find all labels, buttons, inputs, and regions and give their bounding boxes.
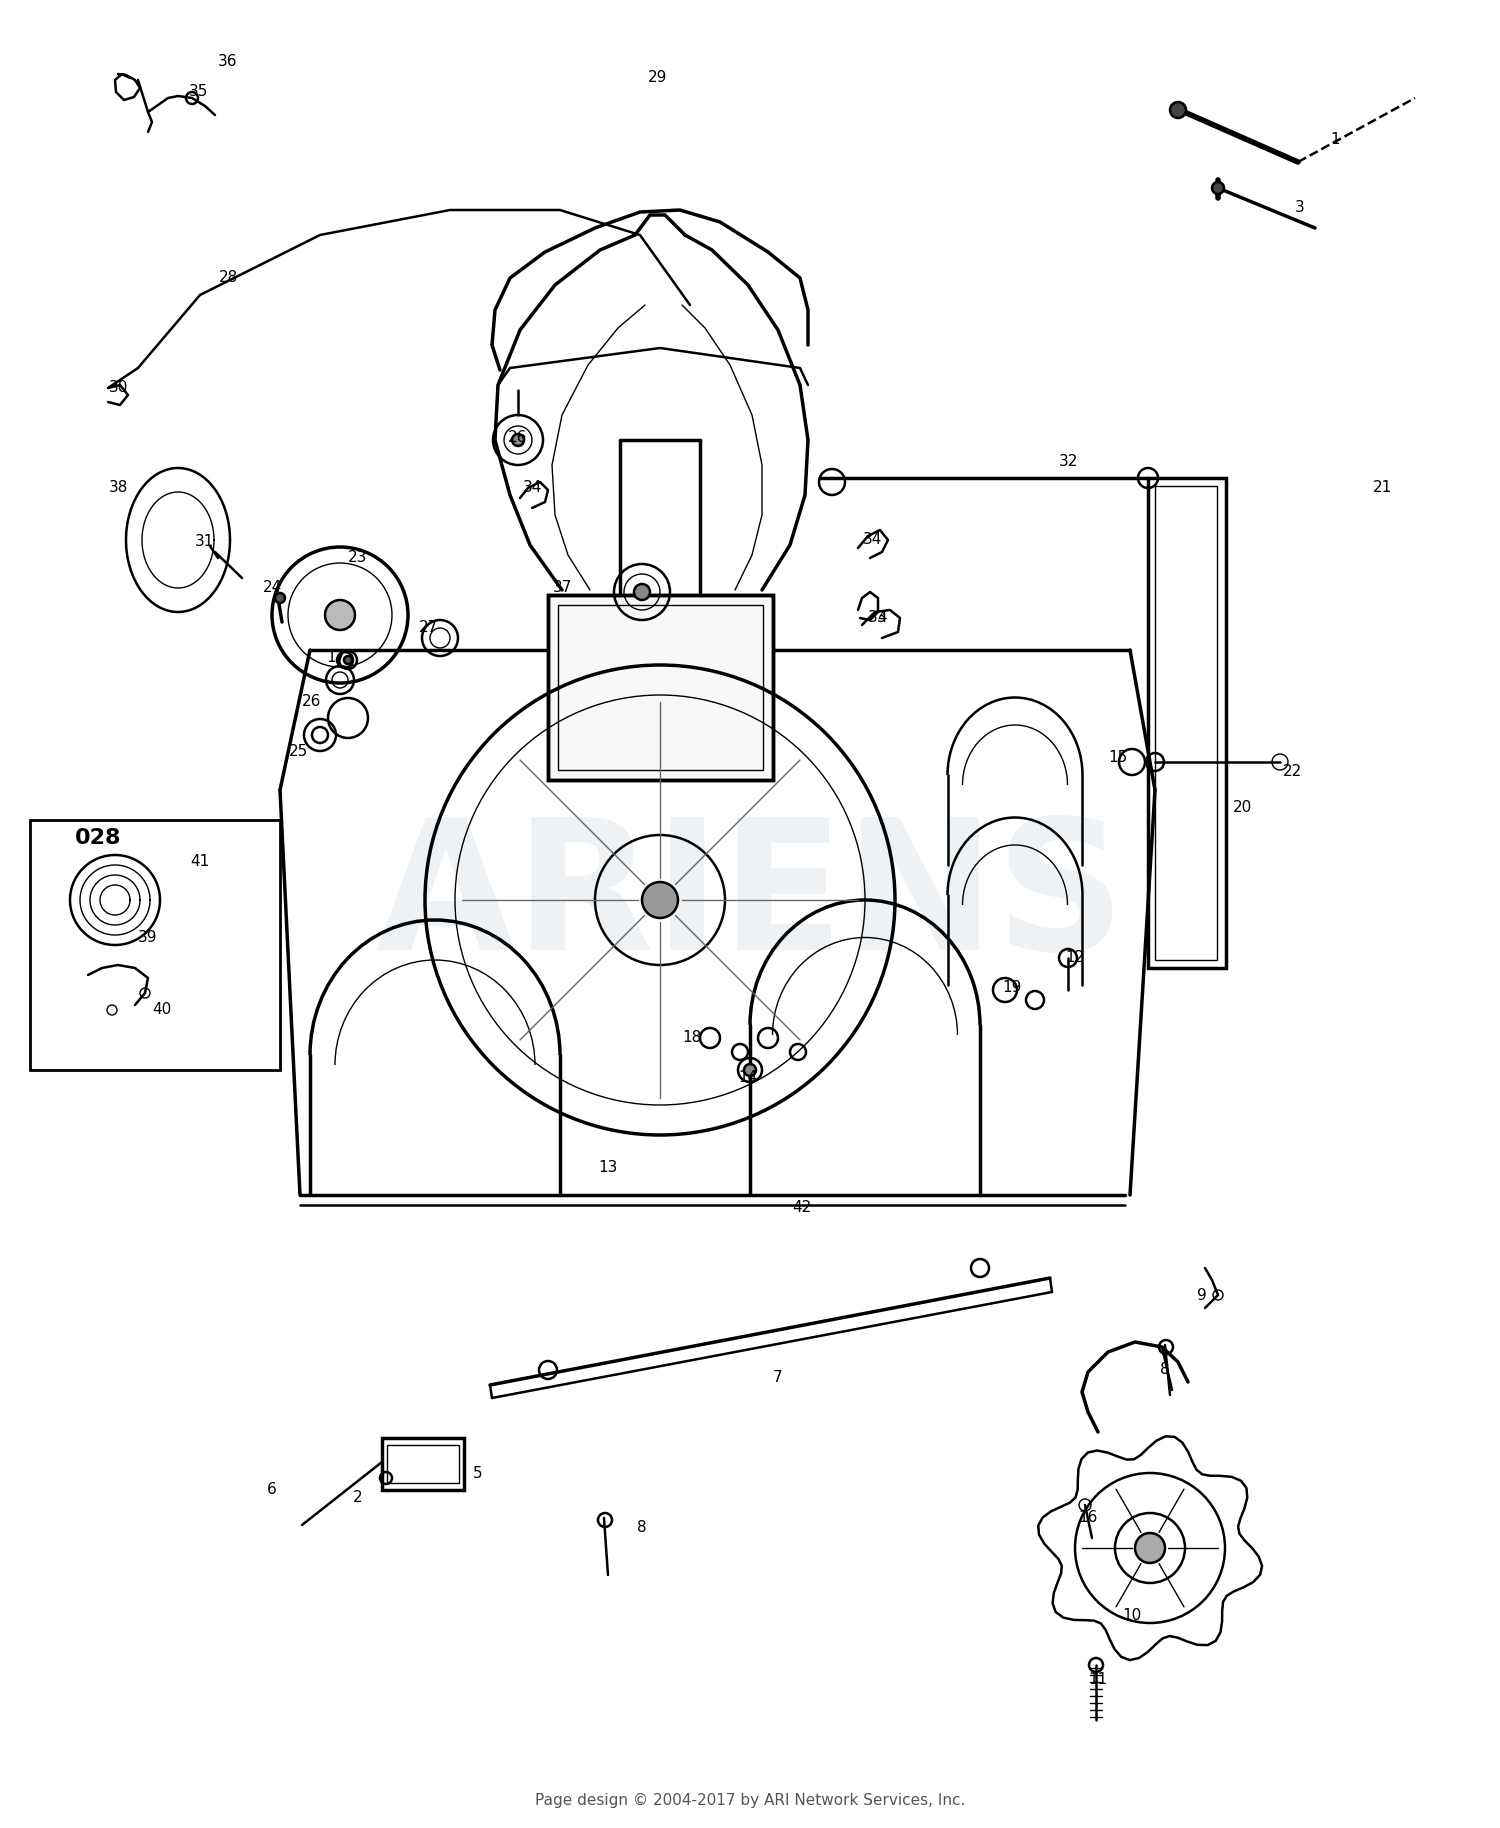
Text: ARIENS: ARIENS: [375, 812, 1125, 987]
Text: 1: 1: [1330, 132, 1340, 148]
Text: 29: 29: [648, 71, 668, 86]
Circle shape: [344, 656, 352, 664]
Text: 40: 40: [153, 1002, 171, 1018]
Text: 34: 34: [522, 481, 542, 495]
Circle shape: [326, 600, 356, 631]
Text: 8: 8: [1160, 1362, 1170, 1378]
Bar: [382, 1439, 464, 1490]
Circle shape: [634, 583, 650, 600]
Text: 36: 36: [219, 55, 237, 69]
Text: 11: 11: [1089, 1673, 1107, 1687]
Circle shape: [1170, 102, 1186, 119]
Text: Page design © 2004-2017 by ARI Network Services, Inc.: Page design © 2004-2017 by ARI Network S…: [536, 1793, 964, 1808]
Text: 27: 27: [419, 620, 438, 636]
Text: 8: 8: [638, 1521, 646, 1536]
Bar: [1155, 486, 1216, 960]
Text: 17: 17: [327, 651, 345, 665]
Text: 20: 20: [1233, 801, 1251, 815]
Circle shape: [274, 592, 285, 603]
Text: 19: 19: [1002, 980, 1022, 996]
Text: 24: 24: [262, 581, 282, 596]
Text: 35: 35: [189, 84, 207, 99]
Bar: [30, 821, 280, 1069]
Circle shape: [744, 1064, 756, 1077]
Text: 34: 34: [864, 532, 882, 548]
Text: 22: 22: [1282, 764, 1302, 779]
Bar: [1148, 477, 1226, 969]
Text: 38: 38: [108, 481, 128, 495]
Text: 4: 4: [878, 611, 886, 625]
Circle shape: [1212, 183, 1224, 194]
Text: 13: 13: [598, 1161, 618, 1175]
Text: 26: 26: [303, 695, 321, 709]
Text: 42: 42: [792, 1201, 812, 1216]
Text: 10: 10: [1122, 1607, 1142, 1623]
Text: 18: 18: [682, 1031, 702, 1046]
Text: 14: 14: [738, 1071, 758, 1086]
Text: 23: 23: [348, 550, 368, 565]
Text: 5: 5: [472, 1466, 483, 1481]
Text: 16: 16: [1078, 1510, 1098, 1526]
Circle shape: [1136, 1534, 1166, 1563]
Circle shape: [512, 433, 524, 446]
Text: 39: 39: [138, 930, 158, 945]
Text: 7: 7: [772, 1371, 783, 1386]
Text: 028: 028: [75, 828, 122, 848]
Text: 33: 33: [868, 611, 888, 625]
Text: 15: 15: [1108, 751, 1128, 766]
Text: 31: 31: [195, 534, 214, 550]
Text: 41: 41: [190, 854, 210, 870]
Text: 21: 21: [1372, 481, 1392, 495]
Text: 3: 3: [1294, 201, 1305, 216]
Bar: [548, 594, 772, 781]
Text: 6: 6: [267, 1483, 278, 1497]
Bar: [387, 1444, 459, 1483]
Text: 12: 12: [1065, 951, 1084, 965]
Text: 32: 32: [1059, 455, 1077, 470]
Text: 37: 37: [552, 581, 572, 596]
Text: 25: 25: [288, 744, 308, 759]
Bar: [558, 605, 764, 770]
Bar: [548, 594, 772, 781]
Text: 9: 9: [1197, 1287, 1208, 1303]
Text: 26: 26: [509, 431, 528, 446]
Text: 28: 28: [219, 271, 237, 285]
Circle shape: [642, 881, 678, 918]
Text: 2: 2: [352, 1490, 363, 1506]
Text: 30: 30: [108, 380, 128, 395]
